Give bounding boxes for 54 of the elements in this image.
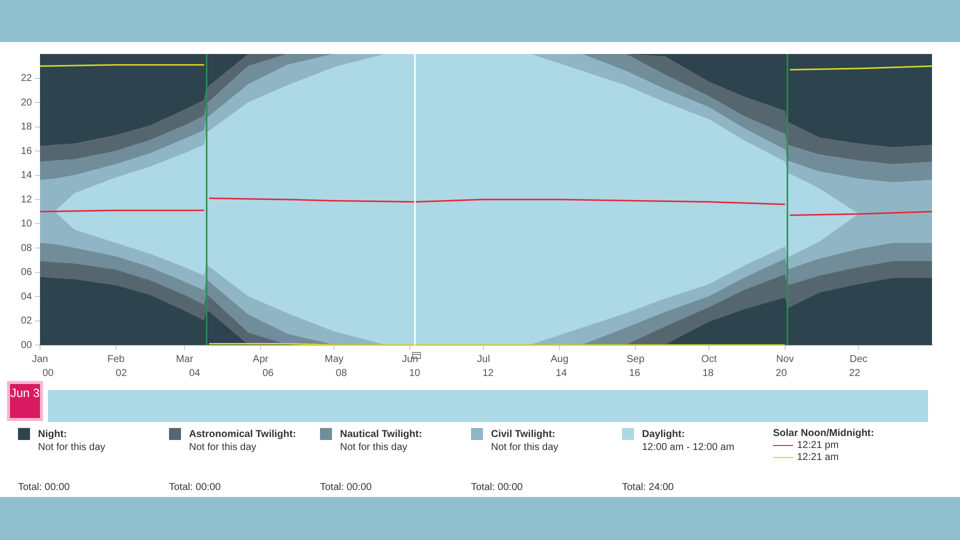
x-tick-label: Jan (32, 354, 48, 365)
legend-label: 12:21 pm (797, 440, 839, 451)
legend-label: Night: (38, 428, 67, 440)
y-tick-label: 10 (20, 218, 32, 230)
y-tick-label: 00 (20, 340, 32, 351)
x-tick-label: May (324, 354, 344, 365)
y-tick-label: 22 (20, 73, 32, 84)
text: Total: 24:00 (622, 482, 674, 493)
y-tick-label: 18 (20, 122, 32, 132)
text: Total: 00:00 (471, 482, 523, 493)
x-tick-label: 16 (629, 368, 641, 379)
x-tick-label: 02 (116, 368, 128, 379)
text: Total: 00:00 (18, 482, 70, 493)
legend-label: Civil Twilight: (491, 428, 556, 440)
x-tick-label: 18 (702, 368, 714, 379)
y-tick-label: 04 (20, 291, 32, 302)
text: Not for this day (340, 442, 408, 453)
y-tick-label: 14 (20, 170, 32, 181)
x-tick-label: 06 (262, 368, 274, 379)
x-tick-label: Jul (477, 354, 490, 365)
x-tick-label: Dec (850, 354, 868, 365)
x-tick-label: Aug (550, 354, 568, 365)
x-tick-label: 10 (409, 368, 421, 379)
y-tick-label: 16 (20, 146, 32, 157)
y-tick-label: Jun 3 (10, 384, 40, 418)
x-tick-label: Sep (626, 354, 645, 365)
text: 12:00 am - 12:00 am (642, 442, 736, 453)
legend-label: 12:21 am (797, 452, 839, 463)
text: Total: 00:00 (169, 482, 221, 493)
x-tick-label: Apr (252, 354, 269, 365)
text: Not for this day (38, 442, 106, 453)
x-tick-label: Mar (176, 354, 194, 365)
legend-label: Astronomical Twilight: (189, 428, 296, 440)
y-tick-label: 06 (20, 267, 32, 278)
x-tick-label: 14 (556, 368, 568, 379)
x-tick-label: Feb (107, 354, 126, 365)
legend-label: Daylight: (642, 428, 685, 440)
x-tick-label: 20 (776, 368, 788, 379)
legend-label: Nautical Twilight: (340, 428, 422, 440)
legend-title: Solar Noon/Midnight: (773, 428, 874, 439)
x-tick-label: Oct (701, 354, 717, 365)
x-tick-label: 08 (336, 368, 348, 379)
y-tick-label: 20 (20, 97, 32, 108)
text: Not for this day (189, 442, 258, 453)
y-tick-label: 12 (20, 194, 32, 206)
x-tick-label: 12 (482, 368, 494, 379)
text: Not for this day (491, 442, 560, 453)
text: Total: 00:00 (320, 482, 372, 493)
x-tick-label: 00 (42, 368, 54, 379)
y-tick-label: 02 (20, 316, 32, 326)
x-tick-label: Nov (776, 354, 794, 365)
x-tick-label: 22 (849, 368, 861, 379)
x-tick-label: 04 (189, 368, 201, 379)
y-tick-label: 08 (20, 242, 32, 254)
